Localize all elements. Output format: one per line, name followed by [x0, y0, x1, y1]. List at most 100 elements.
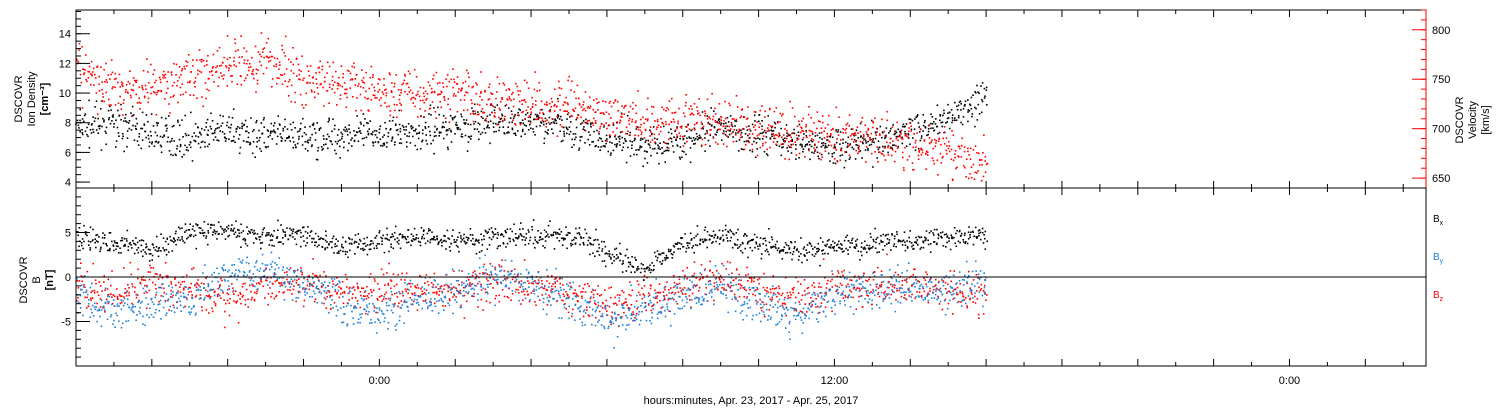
bz-point	[668, 289, 670, 291]
velocity-point	[696, 121, 698, 124]
by-point	[360, 316, 362, 319]
ion-density-point	[363, 124, 365, 127]
ion-density-point	[396, 128, 399, 131]
velocity-point	[396, 116, 398, 119]
by-point	[190, 311, 192, 313]
ion-density-point	[508, 121, 511, 124]
velocity-point	[491, 93, 494, 95]
ion-density-point	[467, 123, 469, 125]
velocity-point	[147, 97, 150, 100]
ion-density-point	[871, 141, 874, 143]
bz-point	[424, 299, 427, 301]
by-point	[204, 264, 206, 266]
velocity-point	[722, 125, 724, 128]
ion-density-point	[897, 145, 900, 148]
velocity-point	[883, 147, 886, 149]
ion-density-point	[409, 142, 412, 144]
by-point	[173, 311, 176, 314]
bz-point	[432, 283, 435, 286]
ion-density-point	[901, 142, 904, 145]
ion-density-point	[686, 137, 688, 140]
by-point	[137, 301, 139, 304]
ion-density-point	[716, 129, 719, 131]
velocity-point	[345, 92, 348, 95]
velocity-point	[260, 64, 262, 67]
bz-point	[733, 293, 736, 296]
bz-point	[356, 285, 359, 288]
bz-point	[914, 297, 916, 300]
ion-density-point	[583, 129, 586, 131]
bz-point	[256, 290, 258, 293]
velocity-point	[816, 127, 818, 130]
velocity-point	[821, 131, 823, 134]
velocity-point	[817, 141, 820, 143]
velocity-point	[281, 48, 284, 51]
bz-point	[332, 280, 334, 282]
bz-point	[932, 289, 935, 291]
ion-density-point	[259, 147, 261, 150]
ion-density-point	[902, 123, 905, 126]
ion-density-point	[438, 135, 440, 137]
velocity-point	[166, 80, 168, 83]
ion-density-point	[489, 114, 491, 116]
velocity-point	[896, 121, 898, 124]
bz-point	[632, 311, 634, 313]
by-point	[100, 309, 103, 311]
velocity-point	[544, 120, 547, 123]
velocity-point	[129, 82, 131, 85]
ion-density-point	[599, 149, 601, 151]
by-point	[242, 271, 245, 273]
velocity-point	[537, 117, 540, 119]
bz-point	[475, 274, 478, 277]
by-point	[401, 304, 404, 306]
ion-density-point	[775, 144, 778, 147]
velocity-point	[228, 64, 231, 66]
ion-density-point	[317, 146, 320, 149]
ion-density-point	[964, 103, 966, 106]
velocity-point	[532, 103, 534, 105]
velocity-point	[131, 89, 134, 91]
ion-density-point	[271, 130, 274, 133]
ion-density-point	[945, 122, 947, 124]
ion-density-point	[408, 135, 410, 138]
bz-point	[853, 286, 856, 289]
ion-density-point	[897, 135, 899, 138]
velocity-point	[602, 100, 604, 102]
ion-density-point	[412, 135, 414, 138]
velocity-point	[512, 91, 514, 94]
by-point	[381, 310, 383, 312]
velocity-point	[956, 166, 958, 169]
by-point	[321, 302, 323, 304]
velocity-point	[286, 85, 289, 88]
bz-point	[670, 287, 672, 289]
by-point	[111, 303, 113, 306]
velocity-point	[90, 60, 93, 63]
ion-density-point	[217, 139, 220, 142]
ion-density-point	[847, 136, 850, 139]
bz-point	[213, 291, 216, 294]
ion-density-point	[284, 126, 286, 128]
bz-point	[743, 288, 746, 290]
ion-density-point	[867, 140, 869, 143]
velocity-point	[771, 125, 774, 128]
velocity-point	[913, 168, 915, 171]
velocity-point	[393, 85, 396, 88]
bz-point	[647, 292, 650, 294]
bz-point	[380, 268, 383, 271]
ion-density-point	[457, 128, 459, 131]
velocity-point	[503, 118, 506, 120]
bz-point	[201, 309, 203, 312]
ion-density-point	[90, 124, 93, 126]
bz-point	[298, 278, 300, 280]
velocity-point	[887, 145, 889, 147]
velocity-point	[160, 90, 163, 93]
bz-point	[944, 298, 947, 301]
ion-density-point	[450, 130, 452, 133]
bz-point	[818, 286, 820, 288]
by-point	[357, 321, 359, 324]
velocity-point	[828, 141, 831, 143]
bz-point	[813, 286, 816, 288]
velocity-point	[301, 55, 303, 57]
by-point	[392, 303, 394, 306]
